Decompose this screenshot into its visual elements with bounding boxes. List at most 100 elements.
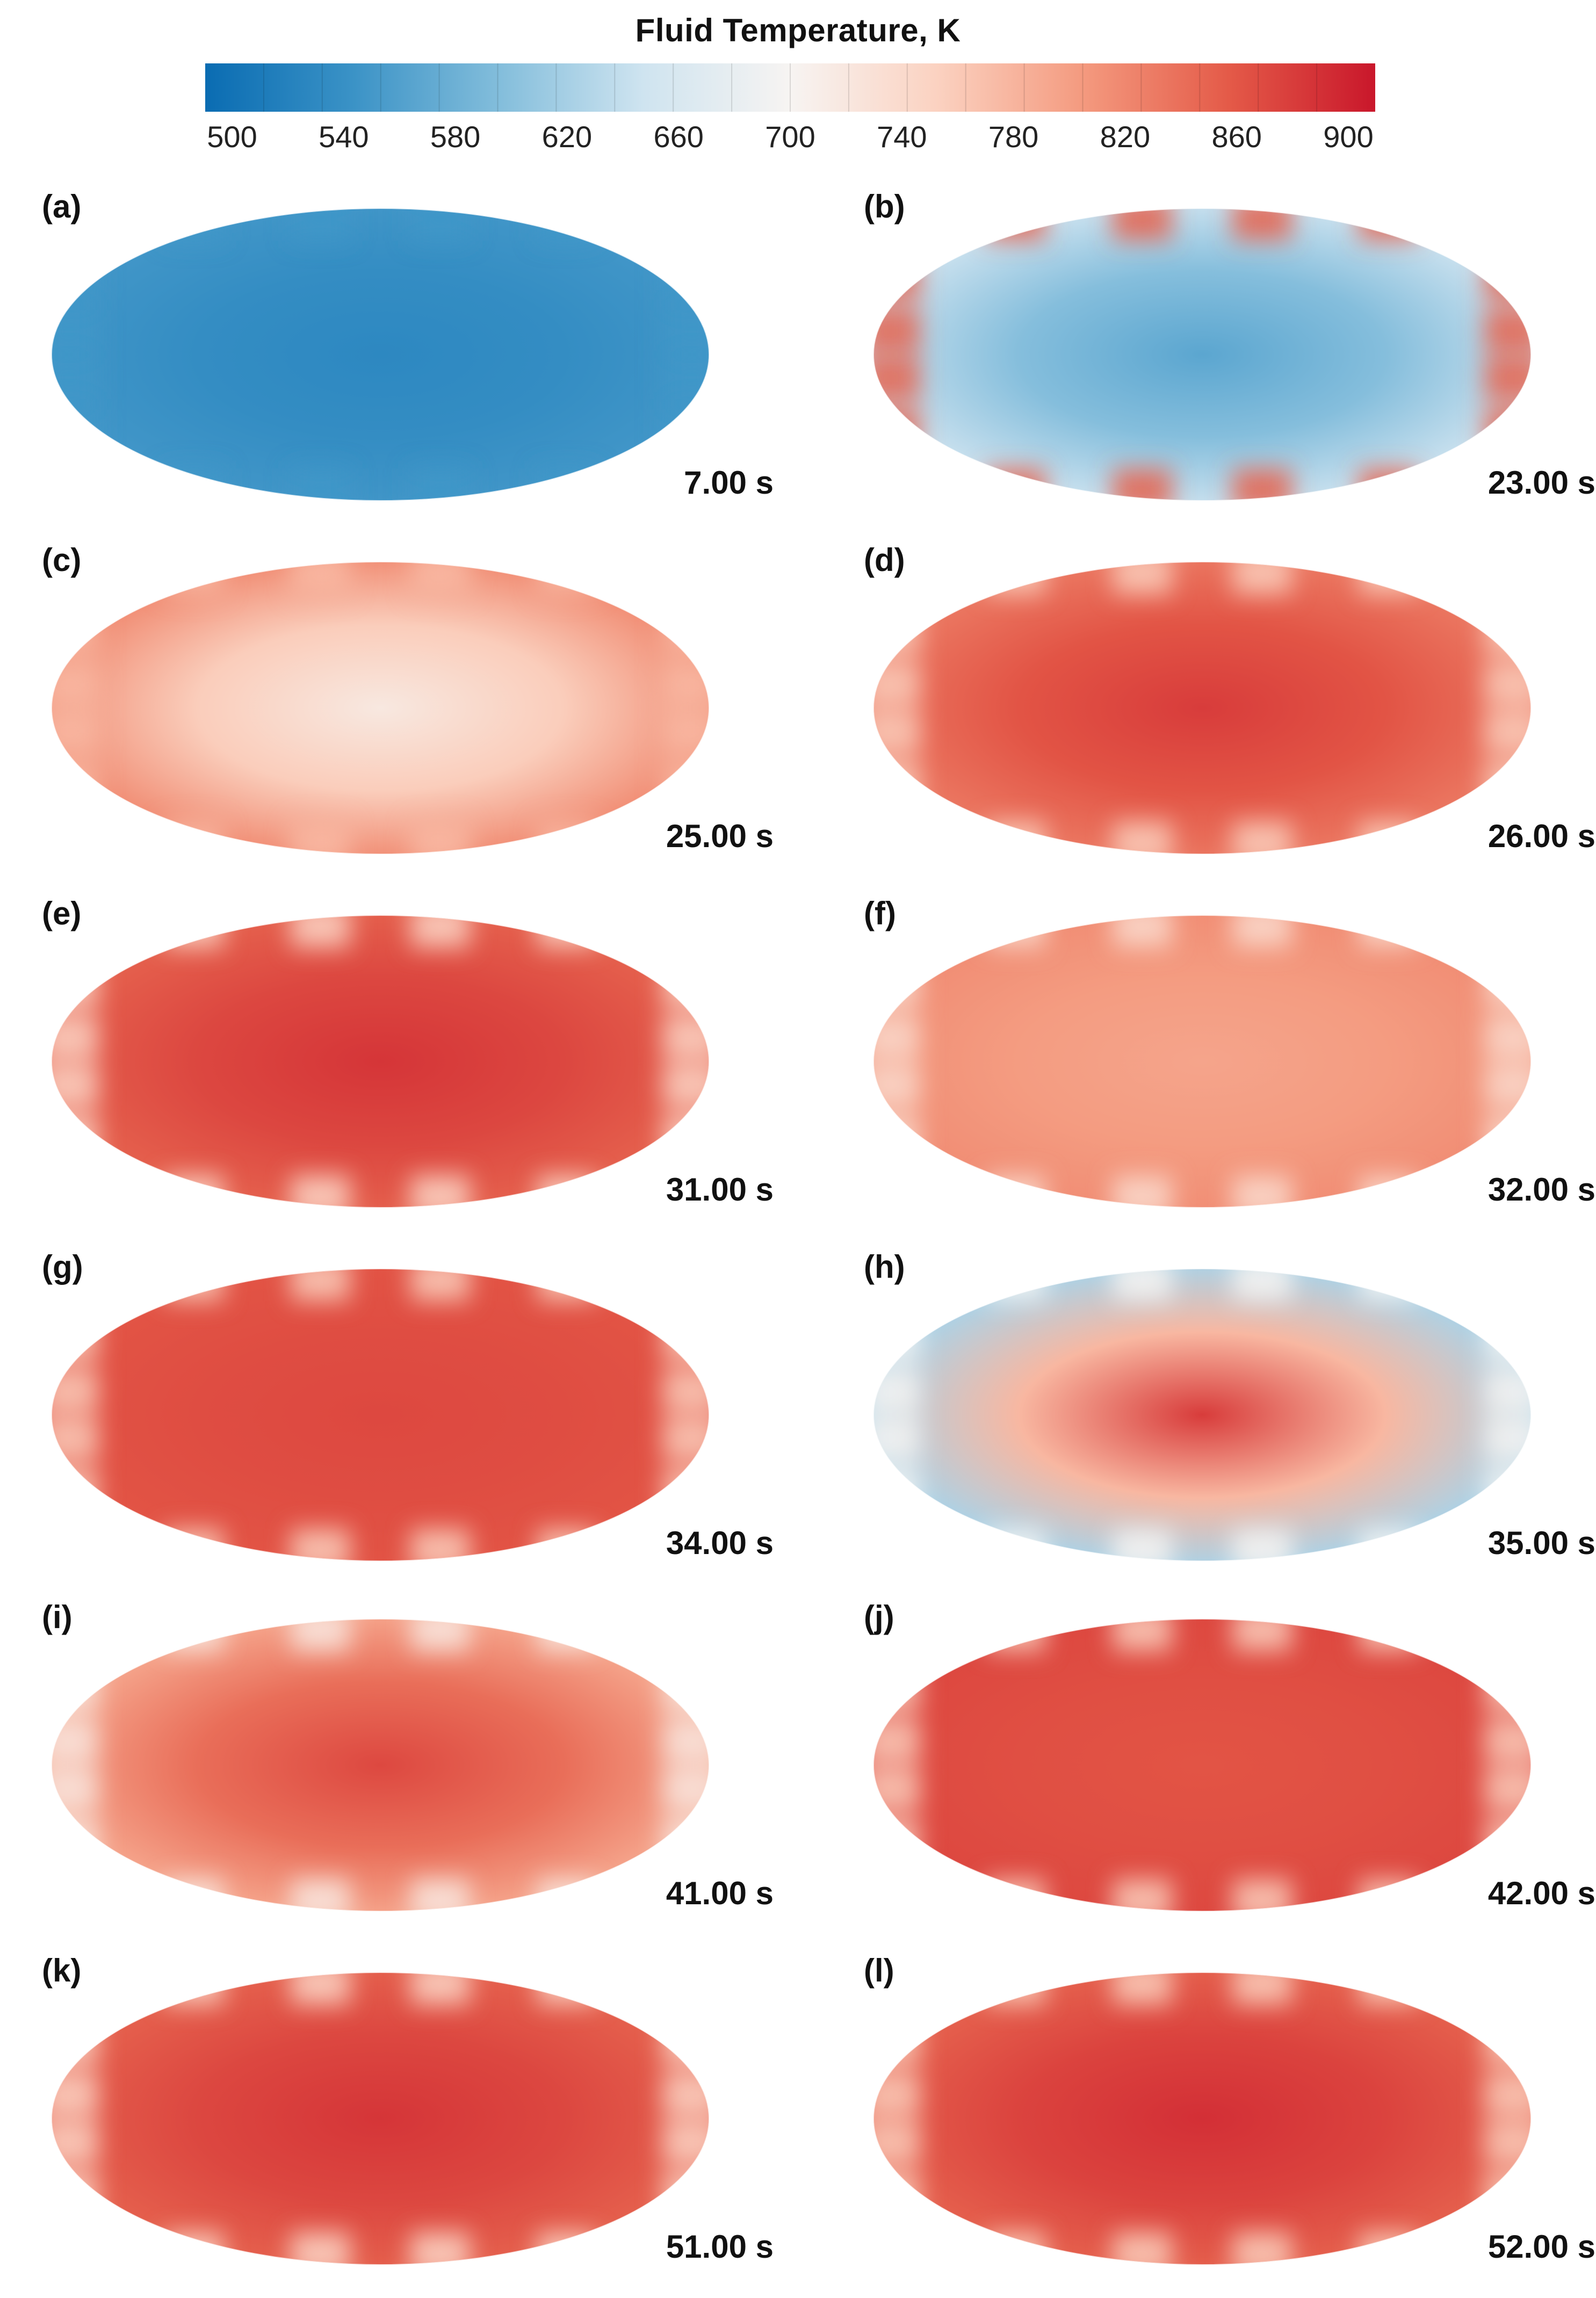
inlet-bay (1113, 915, 1172, 948)
inlet-bay (410, 1879, 470, 1911)
colorbar-tick-label: 620 (541, 120, 593, 154)
inlet-bay (1113, 822, 1172, 854)
inlet-bay (1484, 1115, 1531, 1158)
panel-time-label: 52.00 s (1487, 2229, 1595, 2265)
inlet-bay (1232, 208, 1292, 241)
inlet-bay (52, 1016, 98, 1059)
inlet-bay (1484, 1318, 1531, 1361)
colorbar-tick-label: 900 (1323, 120, 1374, 154)
inlet-bay (1484, 662, 1531, 706)
panel-time-label: 35.00 s (1487, 1525, 1595, 1561)
inlet-bay (662, 1469, 709, 1512)
inlet-bay (1232, 1175, 1292, 1208)
inlet-bay (1484, 309, 1531, 352)
inlet-bay (873, 2121, 920, 2164)
inlet-bay (52, 1417, 98, 1461)
inlet-bay (1232, 1269, 1292, 1301)
inlet-bay (1484, 2121, 1531, 2164)
panel-time-label: 7.00 s (684, 465, 774, 501)
inlet-bay (52, 611, 98, 654)
inlet-bay (291, 1879, 350, 1911)
panel-time-label: 41.00 s (666, 1875, 774, 1911)
inlet-bay (873, 309, 920, 352)
temperature-field (873, 562, 1531, 854)
panel-time-label: 51.00 s (666, 2229, 774, 2265)
inlet-bay (1232, 562, 1292, 594)
temperature-field-panel (873, 1618, 1532, 1912)
inlet-bay (1113, 562, 1172, 594)
inlet-bay (873, 1819, 920, 1862)
inlet-bay (873, 1767, 920, 1811)
inlet-bay (291, 2232, 350, 2265)
colorbar-tick-labels: 500 540 580 620 660 700 740 780 820 860 900 (0, 0, 1596, 172)
inlet-bay (410, 1619, 470, 1651)
inlet-bay (1484, 762, 1531, 805)
panel-label: (j) (864, 1599, 894, 1635)
panel-outline (51, 1268, 710, 1562)
temperature-field-panel (51, 1268, 710, 1562)
inlet-bay (662, 408, 709, 451)
inlet-bay (662, 2172, 709, 2215)
inlet-bay (873, 258, 920, 301)
panel-label: (d) (864, 542, 905, 578)
inlet-bay (1484, 258, 1531, 301)
inlet-bay (873, 2073, 920, 2116)
inlet-bay (410, 915, 470, 948)
inlet-bay (1484, 965, 1531, 1008)
inlet-bay (1484, 710, 1531, 754)
panel-label: (e) (42, 895, 82, 931)
inlet-bay (1484, 1064, 1531, 1107)
colorbar-gradient (205, 63, 1375, 112)
inlet-bay (873, 357, 920, 400)
chart-title: Fluid Temperature, K (635, 12, 961, 48)
inlet-bay (873, 710, 920, 754)
panel-label: (g) (42, 1249, 83, 1285)
colorbar-tick-label: 580 (430, 120, 481, 154)
temperature-field-panel (51, 915, 710, 1208)
inlet-bay (1484, 1668, 1531, 1711)
inlet-bay (291, 822, 350, 854)
inlet-bay (662, 309, 709, 352)
inlet-bay (1484, 408, 1531, 451)
inlet-bay (662, 1719, 709, 1763)
inlet-bay (662, 1016, 709, 1059)
temperature-field-panel (51, 1618, 710, 1912)
inlet-bay (662, 2121, 709, 2164)
temperature-field-panel (873, 1972, 1532, 2265)
temperature-field-panel (51, 1972, 710, 2265)
inlet-bay (662, 1668, 709, 1711)
inlet-bay (1232, 468, 1292, 501)
inlet-bay (291, 1529, 350, 1561)
inlet-bay (662, 258, 709, 301)
panel-label: (l) (864, 1953, 894, 1989)
inlet-bay (662, 357, 709, 400)
inlet-bay (52, 2073, 98, 2116)
inlet-bay (873, 1115, 920, 1158)
colorbar-tick-label: 860 (1211, 120, 1262, 154)
inlet-bay (410, 1529, 470, 1561)
panel-label: (f) (864, 895, 896, 931)
inlet-bay (52, 710, 98, 754)
inlet-bay (662, 2022, 709, 2065)
panel-time-label: 23.00 s (1487, 465, 1595, 501)
inlet-bay (1113, 1175, 1172, 1208)
inlet-bay (662, 1767, 709, 1811)
inlet-bay (52, 408, 98, 451)
inlet-bay (52, 662, 98, 706)
inlet-bay (52, 1668, 98, 1711)
inlet-bay (662, 1318, 709, 1361)
inlet-bay (291, 468, 350, 501)
temperature-field-panel (873, 1268, 1532, 1562)
inlet-bay (52, 1369, 98, 1413)
panel-time-label: 32.00 s (1487, 1172, 1595, 1208)
panel-outline (51, 1972, 710, 2265)
temperature-field-panel (873, 561, 1532, 855)
inlet-bay (662, 710, 709, 754)
inlet-bay (1113, 208, 1172, 241)
inlet-bay (1484, 2022, 1531, 2065)
inlet-bay (1484, 1417, 1531, 1461)
inlet-bay (873, 1369, 920, 1413)
inlet-bay (1113, 468, 1172, 501)
inlet-bay (662, 762, 709, 805)
